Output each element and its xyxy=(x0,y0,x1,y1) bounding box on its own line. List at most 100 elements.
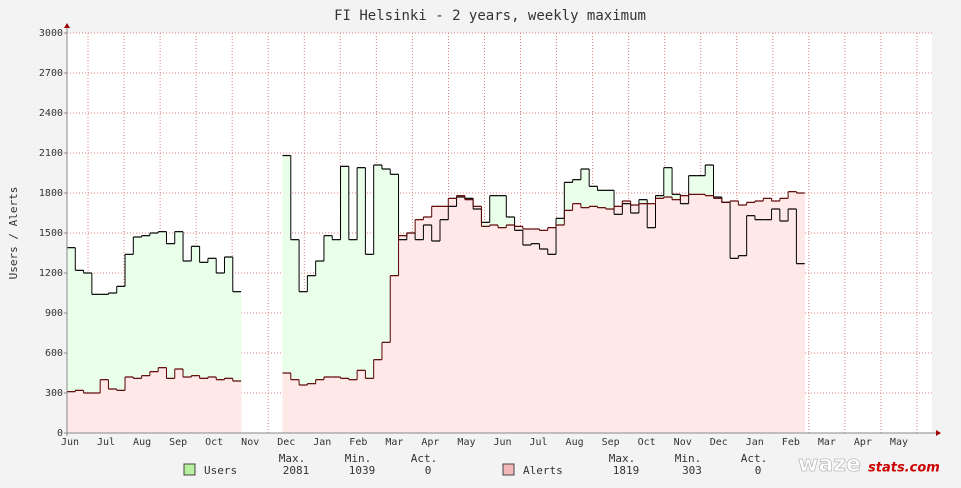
area-step xyxy=(605,209,615,433)
area-step xyxy=(539,230,549,433)
area-step xyxy=(522,229,532,433)
x-tick-label: Jun xyxy=(493,437,511,448)
area-step xyxy=(448,198,457,433)
area-step xyxy=(191,375,200,433)
legend-label: Alerts xyxy=(523,464,563,477)
area-step xyxy=(655,198,665,433)
area-step xyxy=(398,235,408,433)
x-tick-label: Jun xyxy=(61,437,79,448)
area-step xyxy=(556,225,565,433)
area-step xyxy=(754,201,764,433)
area-step xyxy=(381,169,391,433)
area-step xyxy=(547,227,557,433)
area-step xyxy=(481,226,491,433)
stat-header: Act. xyxy=(411,452,438,465)
x-tick-label: Sep xyxy=(169,437,187,448)
area-step xyxy=(506,225,515,433)
area-step xyxy=(199,262,209,433)
x-tick-label: Oct xyxy=(205,437,223,448)
area-step xyxy=(647,203,656,433)
area-step xyxy=(638,203,648,433)
stat-value: 1039 xyxy=(349,464,376,477)
area-step xyxy=(431,206,441,433)
area-step xyxy=(672,199,681,433)
stat-value: 0 xyxy=(755,464,762,477)
x-tick-label: Jul xyxy=(530,437,548,448)
y-tick-label: 600 xyxy=(45,348,63,359)
area-step xyxy=(763,198,772,433)
y-tick-label: 300 xyxy=(45,388,63,399)
area-step xyxy=(365,254,374,433)
area-step xyxy=(680,195,689,433)
area-step xyxy=(191,246,200,433)
area-step xyxy=(614,206,623,433)
area-step xyxy=(299,385,308,433)
area-step xyxy=(83,393,93,433)
area-step xyxy=(373,359,383,433)
x-tick-label: May xyxy=(457,437,475,448)
area-step xyxy=(381,342,391,433)
x-tick-label: Oct xyxy=(638,437,656,448)
area-step xyxy=(357,370,366,433)
area-step xyxy=(730,201,739,433)
stat-header: Max. xyxy=(609,452,636,465)
area-step xyxy=(531,229,540,433)
area-step xyxy=(207,258,217,433)
area-step xyxy=(91,294,101,433)
area-step xyxy=(141,375,151,433)
y-tick-label: 1800 xyxy=(39,188,63,199)
area-step xyxy=(696,194,706,433)
area-step xyxy=(282,155,292,434)
y-tick-label: 1200 xyxy=(39,268,63,279)
area-step xyxy=(149,371,159,433)
area-step xyxy=(415,219,424,433)
area-step xyxy=(597,207,607,433)
area-step xyxy=(299,291,308,433)
area-step xyxy=(158,367,167,433)
area-step xyxy=(630,205,640,433)
area-step xyxy=(116,390,126,433)
legend-swatch xyxy=(502,463,515,476)
area-step xyxy=(108,389,118,433)
x-tick-label: Nov xyxy=(241,437,259,448)
stat-header: Min. xyxy=(675,452,702,465)
area-step xyxy=(622,201,631,433)
x-tick-label: Apr xyxy=(421,437,439,448)
area-step xyxy=(67,247,76,433)
area-step xyxy=(91,393,101,433)
area-step xyxy=(307,275,316,433)
area-step xyxy=(307,383,316,433)
area-step xyxy=(688,194,698,433)
area-step xyxy=(100,294,109,433)
area-step xyxy=(83,273,93,433)
y-tick-label: 0 xyxy=(57,428,63,439)
area-step xyxy=(141,235,151,433)
area-step xyxy=(788,191,797,433)
chart-title: FI Helsinki - 2 years, weekly maximum xyxy=(334,8,646,24)
stat-value: 1819 xyxy=(613,464,640,477)
area-step xyxy=(224,378,234,433)
lines xyxy=(67,154,805,394)
area-step xyxy=(290,379,300,433)
area-step xyxy=(423,217,432,433)
area-step xyxy=(705,195,714,433)
x-tick-label: May xyxy=(890,437,908,448)
stat-header: Max. xyxy=(279,452,306,465)
area-step xyxy=(149,233,159,433)
area-step xyxy=(323,377,333,433)
area-step xyxy=(489,225,499,433)
area-step xyxy=(564,210,573,433)
area-step xyxy=(365,378,374,433)
x-tick-label: Mar xyxy=(818,437,836,448)
area-step xyxy=(207,377,217,433)
area-step xyxy=(348,379,358,433)
area-step xyxy=(332,377,341,433)
area-step xyxy=(663,197,673,433)
area-step xyxy=(589,206,598,433)
y-tick-label: 2100 xyxy=(39,148,63,159)
area-step xyxy=(315,379,325,433)
x-tick-label: Apr xyxy=(854,437,872,448)
area-step xyxy=(100,379,109,433)
